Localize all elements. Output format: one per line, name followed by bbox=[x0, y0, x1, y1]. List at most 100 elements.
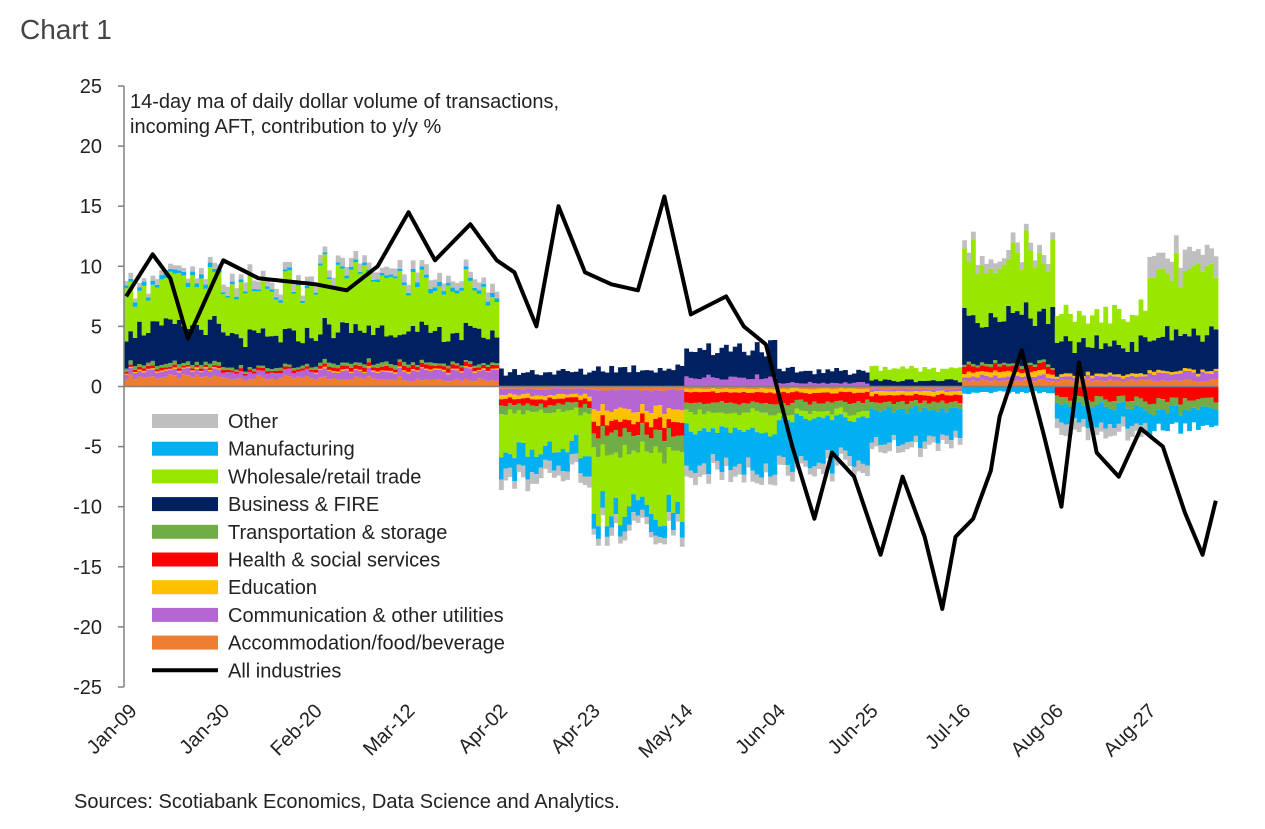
bar-segment bbox=[344, 362, 350, 366]
bar-segment bbox=[415, 282, 420, 288]
bar-segment bbox=[198, 329, 204, 366]
bar-segment bbox=[234, 373, 240, 379]
bar-segment bbox=[1090, 315, 1095, 348]
bar-segment bbox=[1147, 413, 1153, 436]
bar-segment bbox=[366, 367, 372, 377]
bar-segment bbox=[640, 386, 645, 391]
bar-segment bbox=[1081, 405, 1087, 420]
bar-segment bbox=[648, 453, 654, 514]
bar-segment bbox=[485, 380, 491, 387]
bar-segment bbox=[666, 408, 672, 420]
bar-segment bbox=[1103, 406, 1109, 429]
bar-segment bbox=[353, 324, 359, 363]
bar-segment bbox=[847, 388, 853, 392]
bar-segment bbox=[419, 359, 425, 363]
bar-segment bbox=[569, 397, 575, 403]
bar-segment bbox=[904, 391, 910, 396]
bar-segment bbox=[176, 372, 182, 379]
bar-segment bbox=[706, 343, 712, 375]
chart-annotation-line-1: 14-day ma of daily dollar volume of tran… bbox=[130, 91, 559, 113]
bar-segment bbox=[1063, 404, 1069, 425]
bar-segment bbox=[697, 392, 703, 403]
bar-segment bbox=[1187, 400, 1192, 411]
bar-segment bbox=[181, 368, 187, 375]
bar-segment bbox=[891, 391, 897, 396]
bar-segment bbox=[154, 378, 160, 387]
bar-segment bbox=[825, 383, 831, 387]
bar-segment bbox=[357, 370, 363, 378]
bar-segment bbox=[1182, 368, 1188, 371]
bar-segment bbox=[428, 370, 434, 380]
bar-segment bbox=[565, 452, 570, 472]
x-tick-label: Apr-02 bbox=[454, 700, 512, 758]
bar-segment bbox=[834, 401, 840, 409]
bar-segment bbox=[1107, 401, 1113, 409]
bar-segment bbox=[618, 436, 623, 458]
bar-segment bbox=[569, 372, 575, 387]
bar-segment bbox=[468, 361, 473, 364]
bar-segment bbox=[1143, 376, 1148, 381]
bar-segment bbox=[715, 412, 720, 433]
bar-segment bbox=[591, 421, 597, 434]
bar-segment bbox=[124, 281, 129, 286]
bar-segment bbox=[132, 302, 138, 307]
bar-segment bbox=[525, 393, 531, 398]
bar-segment bbox=[763, 356, 769, 379]
bar-segment bbox=[812, 466, 817, 477]
bar-segment bbox=[1006, 366, 1012, 371]
bar-segment bbox=[838, 447, 844, 454]
bar-segment bbox=[878, 386, 884, 390]
bar-segment bbox=[631, 412, 637, 425]
bar-segment bbox=[203, 368, 209, 377]
bar-segment bbox=[1209, 386, 1214, 398]
bar-segment bbox=[591, 528, 597, 535]
bar-segment bbox=[573, 402, 579, 408]
bar-segment bbox=[516, 399, 522, 404]
bar-segment bbox=[326, 362, 332, 367]
bar-segment bbox=[450, 380, 456, 387]
bar-segment bbox=[970, 366, 976, 373]
bar-segment bbox=[287, 376, 293, 387]
bar-segment bbox=[710, 388, 716, 392]
bar-segment bbox=[843, 386, 848, 389]
bar-segment bbox=[1160, 386, 1166, 400]
bar-segment bbox=[362, 364, 368, 368]
bar-segment bbox=[1098, 402, 1104, 423]
bar-segment bbox=[251, 378, 257, 387]
bar-segment bbox=[525, 456, 531, 480]
bar-segment bbox=[282, 369, 288, 376]
bar-segment bbox=[371, 378, 376, 387]
bar-segment bbox=[759, 433, 765, 478]
bar-segment bbox=[384, 336, 390, 362]
bar-segment bbox=[534, 474, 540, 484]
bar-segment bbox=[344, 266, 350, 276]
bar-segment bbox=[1001, 371, 1007, 378]
bar-segment bbox=[882, 444, 888, 454]
bar-segment bbox=[490, 292, 495, 297]
bar-segment bbox=[750, 427, 756, 471]
bar-segment bbox=[313, 370, 319, 373]
bar-segment bbox=[1182, 334, 1188, 369]
bar-segment bbox=[820, 388, 826, 393]
bar-segment bbox=[335, 332, 341, 365]
bar-segment bbox=[1107, 386, 1113, 402]
bar-segment bbox=[415, 370, 420, 372]
bar-segment bbox=[481, 364, 487, 369]
bar-segment bbox=[931, 396, 937, 402]
bar-segment bbox=[1120, 381, 1126, 387]
bar-segment bbox=[326, 369, 332, 371]
bar-segment bbox=[543, 372, 548, 387]
bar-segment bbox=[851, 373, 857, 383]
bar-segment bbox=[600, 444, 606, 492]
bar-segment bbox=[124, 288, 129, 342]
bar-segment bbox=[463, 366, 469, 368]
bar-segment bbox=[291, 367, 297, 371]
bar-segment bbox=[432, 279, 438, 288]
bar-segment bbox=[913, 391, 919, 394]
bar-segment bbox=[613, 452, 619, 498]
bar-segment bbox=[1204, 373, 1210, 382]
bar-segment bbox=[247, 367, 253, 370]
bar-segment bbox=[238, 279, 244, 283]
bar-segment bbox=[1187, 246, 1192, 269]
bar-segment bbox=[768, 415, 773, 437]
